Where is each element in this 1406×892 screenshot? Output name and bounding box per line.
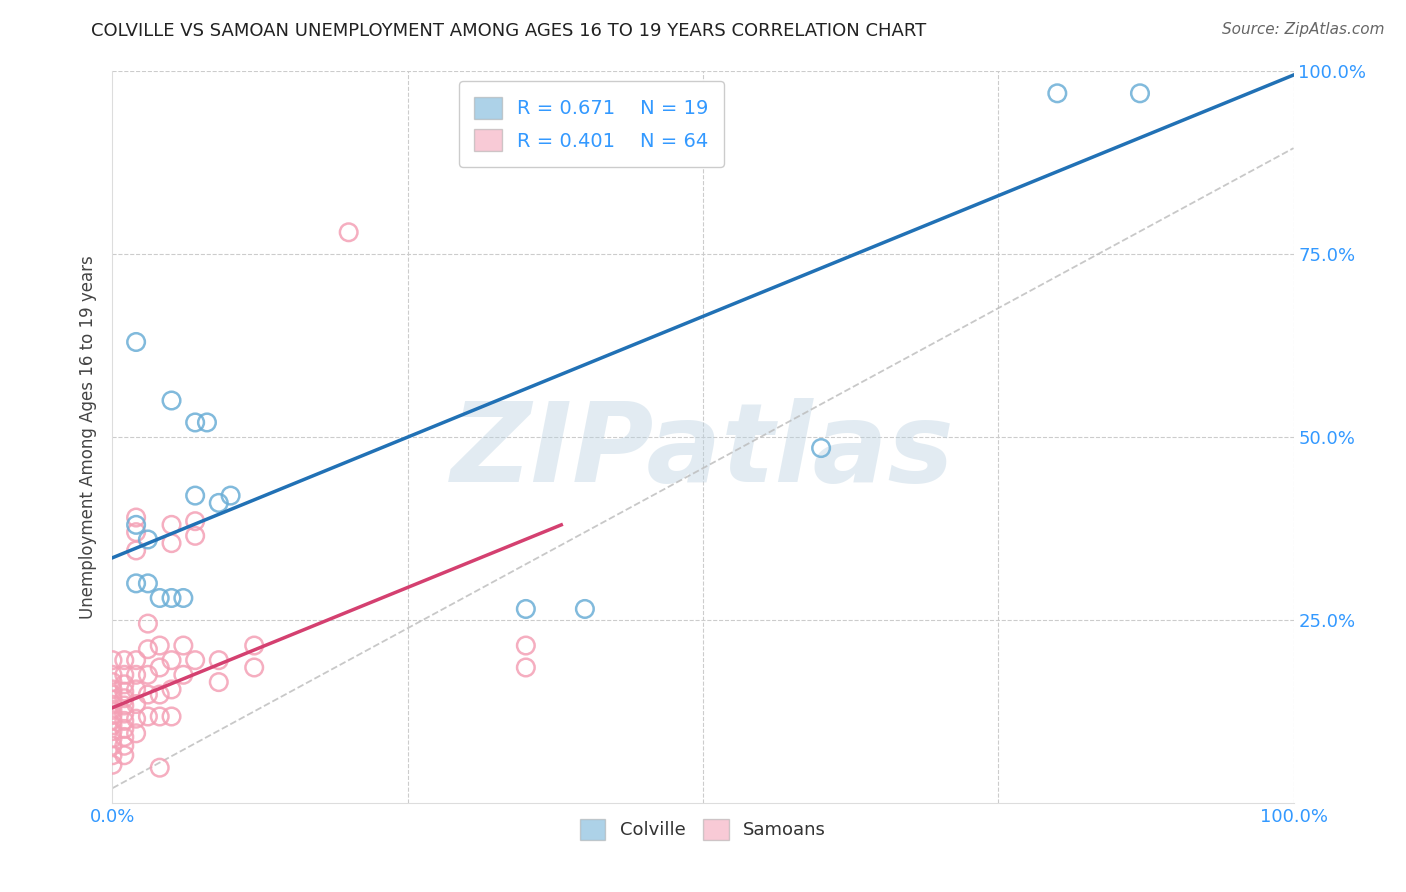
Point	[149, 591, 172, 605]
Point	[125, 517, 148, 532]
Point	[136, 642, 159, 657]
Legend: Colville, Samoans: Colville, Samoans	[571, 810, 835, 848]
Point	[101, 739, 124, 753]
Point	[136, 576, 159, 591]
Point	[172, 667, 194, 681]
Point	[112, 714, 135, 728]
Point	[160, 653, 183, 667]
Point	[101, 731, 124, 746]
Point	[149, 709, 172, 723]
Point	[1129, 87, 1152, 101]
Point	[112, 653, 135, 667]
Point	[125, 726, 148, 740]
Point	[208, 496, 231, 510]
Point	[184, 653, 207, 667]
Point	[101, 688, 124, 702]
Point	[136, 688, 159, 702]
Point	[243, 660, 266, 674]
Point	[574, 602, 596, 616]
Point	[184, 489, 207, 503]
Point	[125, 712, 148, 726]
Point	[112, 739, 135, 753]
Point	[101, 748, 124, 763]
Point	[149, 761, 172, 775]
Point	[515, 660, 537, 674]
Point	[149, 688, 172, 702]
Point	[172, 591, 194, 605]
Point	[149, 660, 172, 674]
Point	[101, 703, 124, 717]
Point	[101, 708, 124, 723]
Point	[101, 698, 124, 712]
Point	[184, 529, 207, 543]
Point	[101, 757, 124, 772]
Point	[337, 225, 360, 239]
Point	[810, 441, 832, 455]
Point	[125, 334, 148, 349]
Point	[184, 514, 207, 528]
Point	[208, 675, 231, 690]
Point	[101, 724, 124, 739]
Point	[136, 709, 159, 723]
Point	[112, 706, 135, 721]
Point	[160, 393, 183, 408]
Point	[160, 517, 183, 532]
Point	[172, 639, 194, 653]
Point	[101, 675, 124, 690]
Point	[136, 667, 159, 681]
Point	[160, 709, 183, 723]
Point	[136, 616, 159, 631]
Point	[219, 489, 242, 503]
Point	[149, 639, 172, 653]
Point	[101, 718, 124, 732]
Point	[112, 730, 135, 744]
Point	[160, 536, 183, 550]
Point	[184, 416, 207, 430]
Point	[125, 653, 148, 667]
Point	[160, 682, 183, 697]
Point	[125, 697, 148, 711]
Point	[112, 698, 135, 713]
Point	[125, 667, 148, 681]
Point	[1046, 87, 1069, 101]
Point	[125, 576, 148, 591]
Point	[112, 691, 135, 706]
Point	[160, 591, 183, 605]
Point	[515, 639, 537, 653]
Point	[136, 533, 159, 547]
Point	[112, 677, 135, 691]
Y-axis label: Unemployment Among Ages 16 to 19 years: Unemployment Among Ages 16 to 19 years	[79, 255, 97, 619]
Point	[125, 510, 148, 524]
Point	[125, 525, 148, 540]
Point	[112, 684, 135, 698]
Point	[101, 682, 124, 697]
Point	[195, 416, 218, 430]
Text: ZIPatlas: ZIPatlas	[451, 398, 955, 505]
Point	[101, 653, 124, 667]
Point	[125, 543, 148, 558]
Text: Source: ZipAtlas.com: Source: ZipAtlas.com	[1222, 22, 1385, 37]
Point	[243, 639, 266, 653]
Point	[112, 748, 135, 763]
Text: COLVILLE VS SAMOAN UNEMPLOYMENT AMONG AGES 16 TO 19 YEARS CORRELATION CHART: COLVILLE VS SAMOAN UNEMPLOYMENT AMONG AG…	[91, 22, 927, 40]
Point	[125, 682, 148, 697]
Point	[112, 722, 135, 736]
Point	[101, 667, 124, 681]
Point	[515, 602, 537, 616]
Point	[101, 692, 124, 706]
Point	[101, 713, 124, 727]
Point	[208, 653, 231, 667]
Point	[112, 667, 135, 681]
